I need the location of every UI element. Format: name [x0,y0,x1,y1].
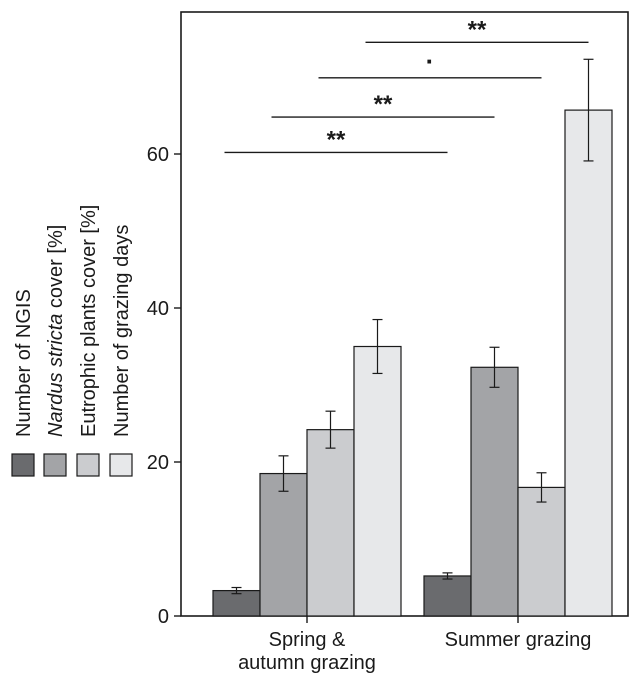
bar [423,575,472,617]
significance-annotations: ** ** · ** [224,16,589,153]
bar [564,109,613,617]
significance-label: ** [327,126,346,153]
legend-label-part: Eutrophic plants cover [%] [78,205,100,437]
legend-label: Eutrophic plants cover [%] [78,205,100,437]
bar [306,429,355,617]
x-tick-label: autumn grazing [238,652,376,674]
y-tick-label: 60 [147,144,169,166]
x-tick-label: Spring & [269,629,346,651]
legend-swatch [76,453,100,477]
legend-swatch [109,453,133,477]
significance-label: ** [468,16,487,43]
significance-label: ** [374,91,393,118]
legend-swatch [11,453,35,477]
legend: Number of NGIS Nardus stricta cover [%] Eu… [11,205,133,477]
plot-frame [180,11,629,617]
bar [353,345,402,617]
y-tick-label: 20 [147,452,169,474]
legend-label-part: Nardus stricta [45,314,67,437]
significance-label: · [426,46,435,76]
bar [470,366,519,617]
x-tick-label: Summer grazing [445,629,592,651]
legend-label: Number of NGIS [13,289,35,437]
legend-label-part: cover [%] [45,225,67,314]
legend-label: Number of grazing days [111,225,133,437]
bar [517,486,566,617]
legend-label-part: Number of NGIS [13,289,35,437]
legend-label: Nardus stricta cover [%] [45,225,67,437]
y-tick-label: 0 [158,606,169,628]
legend-label-part: Number of grazing days [111,225,133,437]
legend-swatch [43,453,67,477]
bar-marks [212,58,613,617]
y-tick-label: 40 [147,298,169,320]
bar [259,472,308,617]
axes: 0 20 40 60 Spring &autumn grazing Summer graz… [147,11,629,674]
bar [212,589,261,617]
